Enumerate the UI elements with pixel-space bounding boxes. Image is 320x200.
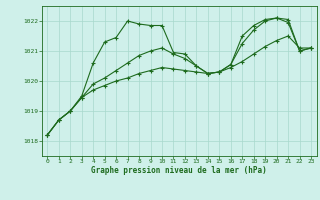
- X-axis label: Graphe pression niveau de la mer (hPa): Graphe pression niveau de la mer (hPa): [91, 166, 267, 175]
